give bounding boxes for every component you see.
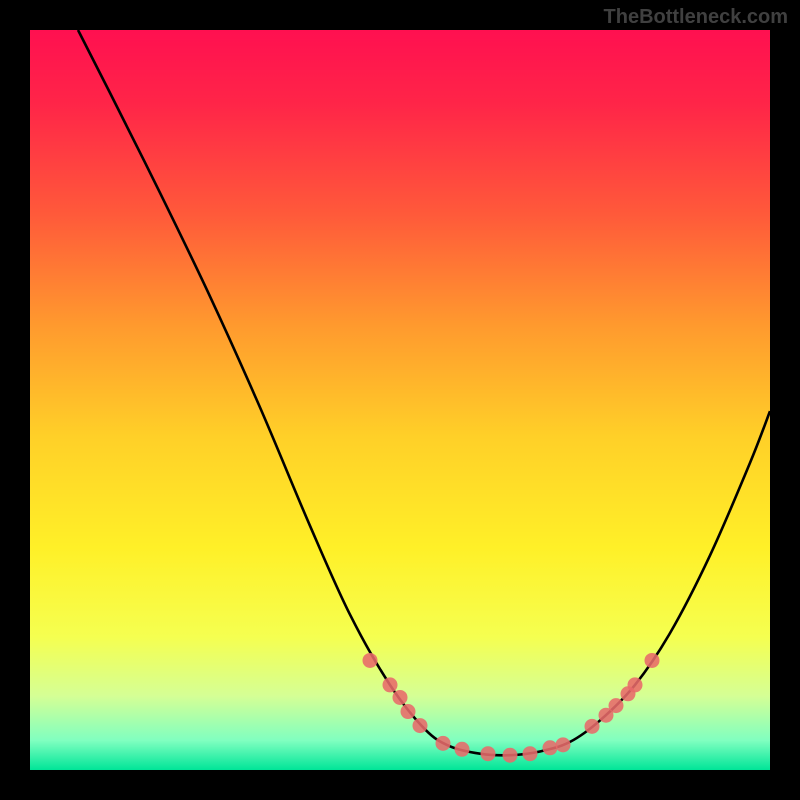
marker-point xyxy=(383,677,398,692)
marker-point xyxy=(481,746,496,761)
marker-point xyxy=(628,677,643,692)
marker-point xyxy=(543,740,558,755)
plot-area xyxy=(30,30,770,770)
bottleneck-curve xyxy=(78,30,770,755)
marker-point xyxy=(413,718,428,733)
marker-point xyxy=(523,746,538,761)
marker-point xyxy=(436,736,451,751)
marker-point xyxy=(503,748,518,763)
watermark-text: TheBottleneck.com xyxy=(604,6,788,29)
marker-point xyxy=(393,690,408,705)
chart-svg xyxy=(30,30,770,770)
marker-point xyxy=(556,737,571,752)
chart-container: TheBottleneck.com xyxy=(0,0,800,800)
marker-point xyxy=(645,653,660,668)
markers-group xyxy=(363,653,660,763)
marker-point xyxy=(609,698,624,713)
marker-point xyxy=(363,653,378,668)
marker-point xyxy=(401,704,416,719)
marker-point xyxy=(455,742,470,757)
marker-point xyxy=(585,719,600,734)
